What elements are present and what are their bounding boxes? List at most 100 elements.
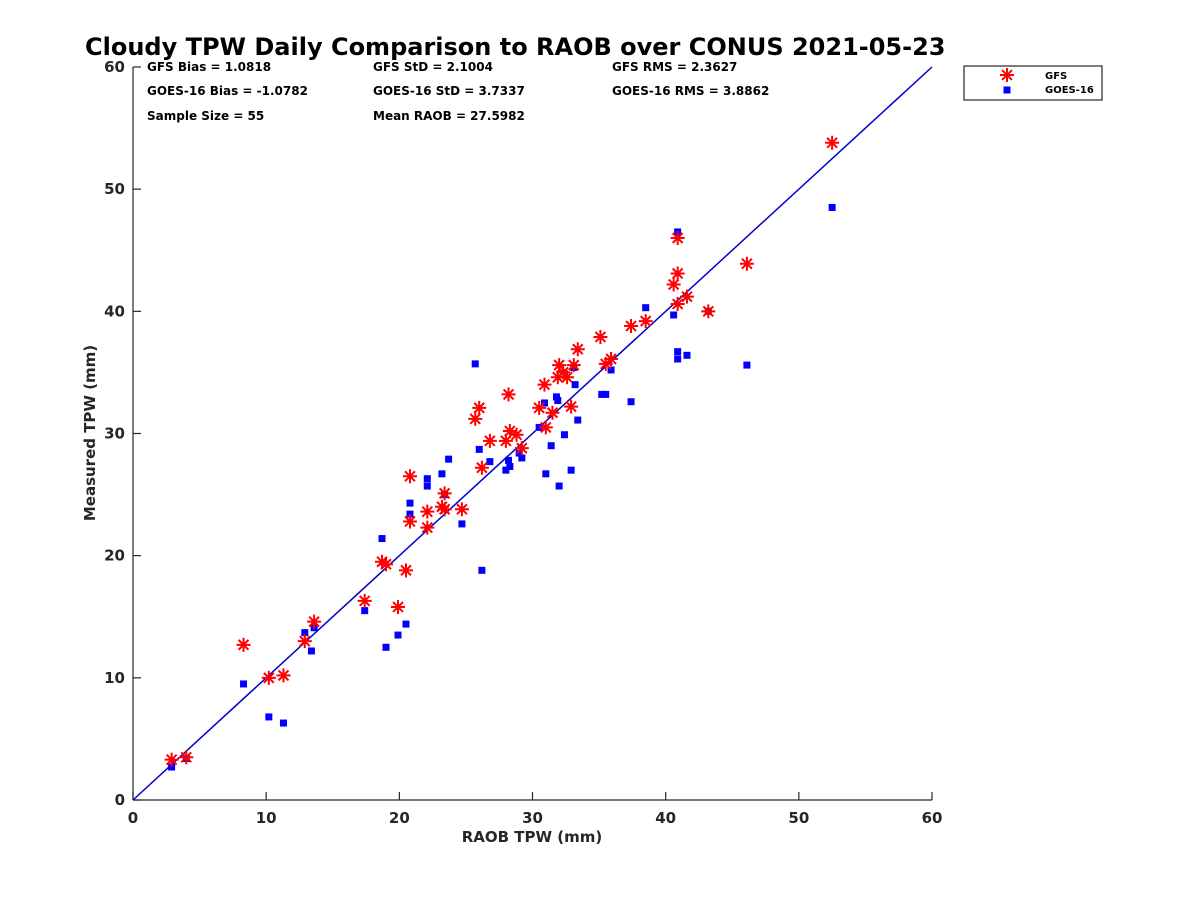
x-tick-label: 30 xyxy=(522,809,543,827)
y-tick-label: 0 xyxy=(115,791,125,809)
gfs-point xyxy=(537,377,552,392)
y-axis-label: Measured TPW (mm) xyxy=(81,345,99,521)
goes16-point xyxy=(571,381,579,389)
goes16-point xyxy=(382,643,390,651)
gfs-point xyxy=(670,231,685,246)
goes16-point xyxy=(828,203,836,211)
goes16-point xyxy=(301,629,309,637)
goes16-point xyxy=(602,390,610,398)
goes16-point xyxy=(394,631,402,639)
legend-gfs-marker xyxy=(1000,68,1014,82)
goes16-point xyxy=(438,470,446,478)
y-tick-label: 10 xyxy=(104,669,125,687)
gfs-point xyxy=(276,668,291,683)
x-tick-label: 10 xyxy=(256,809,277,827)
legend-goes16-label: GOES-16 xyxy=(1045,85,1094,96)
gfs-point xyxy=(474,460,489,475)
gfs-point xyxy=(420,520,435,535)
goes16-point xyxy=(607,366,615,374)
gfs-std-text: GFS StD = 2.1004 xyxy=(373,60,493,74)
gfs-point xyxy=(502,424,517,439)
gfs-point xyxy=(593,329,608,344)
goes16-point xyxy=(670,311,678,319)
mean-raob-text: Mean RAOB = 27.5982 xyxy=(373,109,525,123)
gfs-point xyxy=(498,433,513,448)
x-tick-label: 40 xyxy=(655,809,676,827)
gfs-rms-text: GFS RMS = 2.3627 xyxy=(612,60,737,74)
goes16-point xyxy=(279,719,287,727)
x-tick-label: 20 xyxy=(389,809,410,827)
y-tick-label: 30 xyxy=(104,425,125,443)
gfs-point xyxy=(472,400,487,415)
stats-block: GFS Bias = 1.0818 GFS StD = 2.1004 GFS R… xyxy=(147,60,769,123)
goes16-point xyxy=(505,456,513,464)
gfs-point xyxy=(357,593,372,608)
gfs-point xyxy=(391,599,406,614)
x-tick-label: 0 xyxy=(128,809,138,827)
goes16-point xyxy=(445,455,453,463)
goes-rms-text: GOES-16 RMS = 3.8862 xyxy=(612,84,769,98)
gfs-point xyxy=(638,314,653,329)
gfs-point xyxy=(297,634,312,649)
gfs-bias-text: GFS Bias = 1.0818 xyxy=(147,60,271,74)
gfs-point xyxy=(532,400,547,415)
goes16-point xyxy=(475,445,483,453)
legend-goes16-square xyxy=(1003,86,1011,94)
x-axis-label: RAOB TPW (mm) xyxy=(462,828,603,846)
gfs-point xyxy=(570,342,585,357)
gfs-point xyxy=(379,557,394,572)
goes16-point xyxy=(552,393,560,401)
series-layer xyxy=(164,135,840,771)
goes16-point xyxy=(674,348,682,356)
legend-box xyxy=(963,65,1103,101)
series-goes-16 xyxy=(168,203,836,771)
y-tick-label: 60 xyxy=(104,58,125,76)
x-tick-label: 50 xyxy=(788,809,809,827)
gfs-point xyxy=(598,356,613,371)
sample-size-text: Sample Size = 55 xyxy=(147,109,264,123)
one-to-one-line xyxy=(132,66,933,801)
goes16-point xyxy=(486,458,494,466)
gfs-point xyxy=(398,563,413,578)
gfs-point xyxy=(545,405,560,420)
gfs-point xyxy=(825,135,840,150)
goes16-point xyxy=(471,360,479,368)
goes16-point xyxy=(402,620,410,628)
legend-gfs-asterisk xyxy=(1000,68,1014,82)
gfs-point xyxy=(420,504,435,519)
goes16-point xyxy=(307,647,315,655)
goes16-point xyxy=(502,466,510,474)
gfs-point xyxy=(560,370,575,385)
goes16-point xyxy=(560,431,568,439)
gfs-point xyxy=(437,486,452,501)
goes16-point xyxy=(574,416,582,424)
goes16-point xyxy=(567,466,575,474)
goes16-point xyxy=(554,397,562,405)
legend-goes16-marker xyxy=(1003,86,1011,94)
gfs-point xyxy=(164,752,179,767)
gfs-point xyxy=(550,370,565,385)
goes16-point xyxy=(458,520,466,528)
y-tick-label: 20 xyxy=(104,547,125,565)
goes16-point xyxy=(547,442,555,450)
gfs-point xyxy=(375,554,390,569)
goes16-point xyxy=(540,399,548,407)
goes16-point xyxy=(265,713,273,721)
gfs-point xyxy=(437,502,452,517)
gfs-point xyxy=(564,399,579,414)
chart-title: Cloudy TPW Daily Comparison to RAOB over… xyxy=(85,33,945,61)
goes16-point xyxy=(423,482,431,490)
gfs-point xyxy=(538,420,553,435)
gfs-point xyxy=(179,750,194,765)
goes16-point xyxy=(361,607,369,615)
gfs-point xyxy=(261,670,276,685)
goes16-point xyxy=(555,482,563,490)
goes-std-text: GOES-16 StD = 3.7337 xyxy=(373,84,525,98)
gfs-point xyxy=(402,514,417,529)
gfs-point xyxy=(679,289,694,304)
axis-ticks: 0 10 20 30 40 50 60 0 10 20 30 40 50 60 xyxy=(104,58,942,827)
legend: GFS GOES-16 xyxy=(963,65,1103,101)
plot-area: 0 10 20 30 40 50 60 0 10 20 30 40 50 60 xyxy=(104,58,942,827)
goes16-point xyxy=(423,475,431,483)
